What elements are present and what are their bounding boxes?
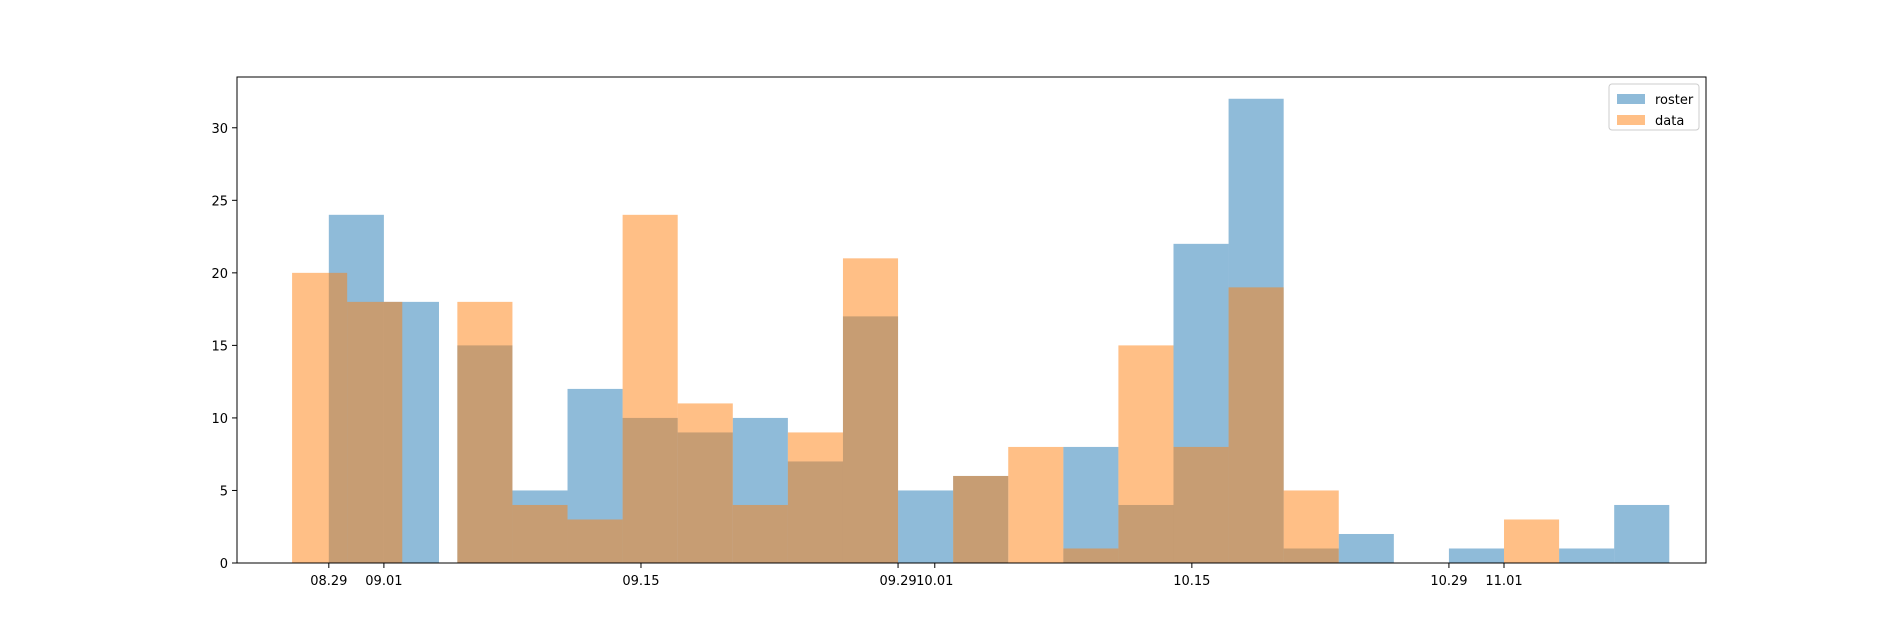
bar-roster-21 (1448, 548, 1505, 563)
legend-label-roster: roster (1655, 93, 1694, 108)
bar-roster-11 (898, 490, 954, 563)
bar-data-10 (842, 258, 899, 563)
x-axis: 08.29 09.01 09.15 09.29 10.01 10.15 10.29 11.01 (310, 563, 1523, 589)
x-tick-label: 10.15 (1173, 574, 1210, 589)
legend-swatch-data (1617, 115, 1645, 125)
bar-data-20 (1504, 519, 1560, 563)
bar-data-6 (622, 214, 678, 563)
bar-data-8 (732, 504, 788, 563)
legend: roster data (1608, 83, 1700, 131)
x-tick-label: 08.29 (310, 574, 347, 589)
bar-data-3 (457, 301, 513, 563)
y-axis: 0 5 10 15 20 25 30 (211, 122, 237, 572)
x-tick-label: 10.29 (1430, 574, 1467, 589)
bar-data-13 (1008, 446, 1064, 563)
bar-data-7 (677, 403, 733, 563)
x-tick-label: 09.29 (879, 574, 916, 589)
y-tick-label: 15 (211, 339, 228, 354)
x-tick-label: 09.01 (365, 574, 402, 589)
bar-roster-19 (1338, 533, 1394, 563)
y-tick-label: 25 (211, 194, 228, 209)
y-tick-label: 0 (220, 557, 228, 572)
plot-frame (236, 76, 1707, 564)
bars-layer (292, 98, 1670, 563)
x-tick-label: 10.01 (916, 574, 953, 589)
bar-data-17 (1228, 287, 1284, 563)
series-data (292, 214, 1560, 563)
bar-data-15 (1118, 345, 1174, 563)
legend-label-data: data (1655, 114, 1684, 129)
y-tick-label: 5 (220, 484, 228, 499)
bar-data-5 (567, 519, 623, 563)
bar-data-1 (347, 301, 403, 563)
bar-roster-24 (1614, 504, 1670, 563)
bar-data-18 (1283, 490, 1339, 563)
bar-data-9 (787, 432, 843, 563)
bar-data-16 (1173, 446, 1229, 563)
bar-data-0 (292, 272, 348, 563)
bar-data-12 (953, 475, 1009, 563)
y-tick-label: 20 (211, 267, 228, 282)
legend-swatch-roster (1617, 94, 1645, 104)
bar-data-14 (1063, 548, 1119, 563)
x-tick-label: 11.01 (1485, 574, 1522, 589)
bar-roster-14 (1063, 446, 1119, 563)
bar-roster-23 (1559, 548, 1615, 563)
bar-data-4 (512, 504, 568, 563)
y-tick-label: 10 (211, 412, 228, 427)
x-tick-label: 09.15 (622, 574, 659, 589)
y-tick-label: 30 (211, 122, 228, 137)
